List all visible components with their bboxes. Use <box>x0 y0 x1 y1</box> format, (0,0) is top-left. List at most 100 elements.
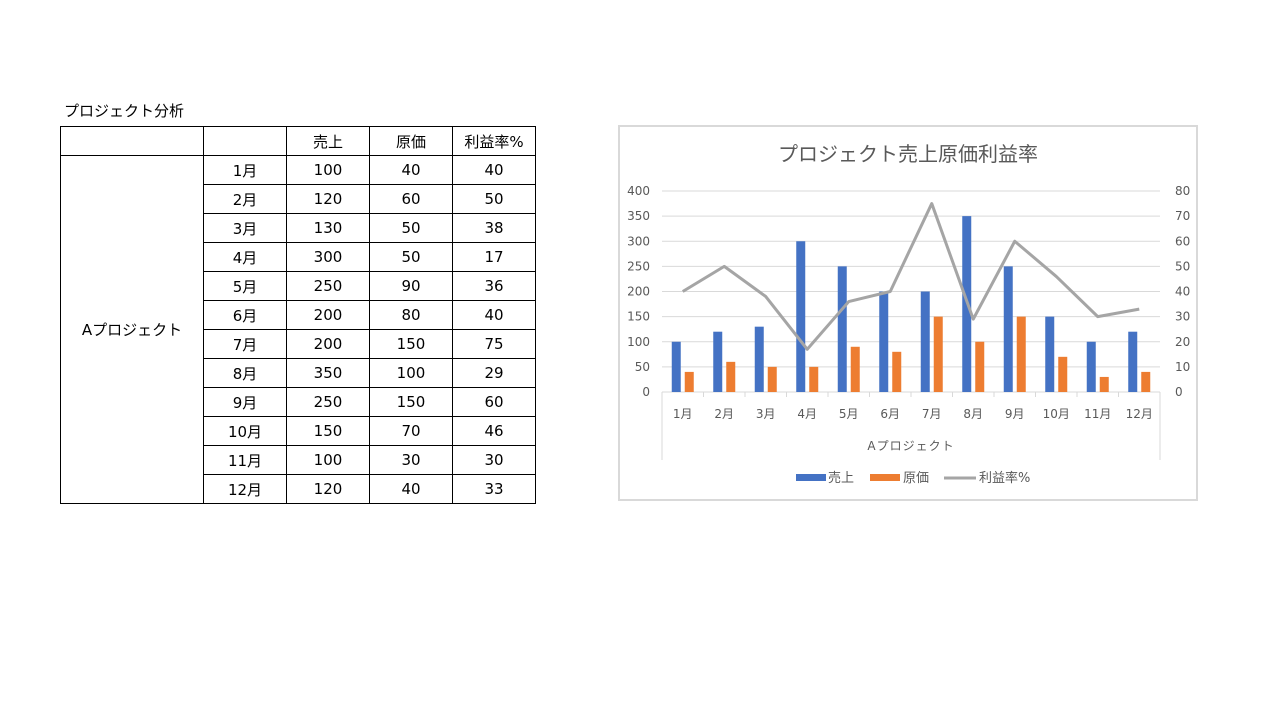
table-row: 3月 130 50 38 <box>61 213 536 243</box>
legend-swatch-cost <box>870 474 900 481</box>
cell-cost: 150 <box>369 387 453 417</box>
cell-cost: 100 <box>369 358 453 388</box>
chart-title: プロジェクト売上原価利益率 <box>778 142 1038 166</box>
cell-cost: 150 <box>369 329 453 359</box>
y-right-tick-label: 80 <box>1175 184 1190 198</box>
bar-sales <box>796 241 806 392</box>
cell-cost: 90 <box>369 271 453 301</box>
bar-sales <box>754 326 764 392</box>
table-row: Aプロジェクト 1月 100 40 40 <box>60 155 536 504</box>
bar-cost <box>933 316 943 392</box>
bar-sales <box>879 291 889 392</box>
header-cell <box>60 126 204 156</box>
table-row: 5月 250 90 36 <box>61 271 536 301</box>
cell-sales: 200 <box>286 300 370 330</box>
x-tick-label: 2月 <box>714 407 734 421</box>
cell-cost: 50 <box>369 242 453 272</box>
bar-sales <box>1045 316 1055 392</box>
cell-month: 5月 <box>203 271 287 301</box>
cell-cost: 50 <box>369 213 453 243</box>
data-table: 売上 原価 利益率% Aプロジェクト 1月 100 40 40 2月 120 60 50 3月 130 50… <box>60 126 536 504</box>
cell-month: 6月 <box>203 300 287 330</box>
y-right-tick-label: 60 <box>1175 234 1190 248</box>
y-left-tick-label: 100 <box>627 335 650 349</box>
cell-sales: 350 <box>286 358 370 388</box>
bar-cost <box>850 346 860 392</box>
cell-margin: 17 <box>452 242 536 272</box>
table-row: 9月 250 150 60 <box>61 387 536 417</box>
bar-sales <box>837 266 847 392</box>
table-row: 6月 200 80 40 <box>61 300 536 330</box>
bar-sales <box>713 331 723 392</box>
cell-sales: 250 <box>286 387 370 417</box>
cell-margin: 75 <box>452 329 536 359</box>
cell-margin: 46 <box>452 416 536 446</box>
y-right-tick-label: 0 <box>1175 385 1183 399</box>
bar-cost <box>1099 376 1109 392</box>
x-tick-label: 11月 <box>1084 407 1111 421</box>
x-tick-label: 7月 <box>922 407 942 421</box>
y-right-tick-label: 40 <box>1175 285 1190 299</box>
cell-margin: 29 <box>452 358 536 388</box>
cell-sales: 100 <box>286 445 370 475</box>
table-header-row: 売上 原価 利益率% <box>60 126 536 156</box>
cell-month: 7月 <box>203 329 287 359</box>
y-left-tick-label: 350 <box>627 209 650 223</box>
y-right-tick-label: 30 <box>1175 310 1190 324</box>
cell-margin: 60 <box>452 387 536 417</box>
cell-month: 4月 <box>203 242 287 272</box>
header-cell <box>203 126 287 156</box>
cell-month: 9月 <box>203 387 287 417</box>
y-left-tick-label: 0 <box>642 385 650 399</box>
cell-sales: 200 <box>286 329 370 359</box>
chart-container[interactable]: プロジェクト売上原価利益率 0 50 100 150 200 250 300 350 400 0 10… <box>618 125 1198 501</box>
cell-margin: 30 <box>452 445 536 475</box>
table-row: 7月 200 150 75 <box>61 329 536 359</box>
cell-sales: 120 <box>286 184 370 214</box>
bar-cost <box>975 341 985 392</box>
cell-sales: 100 <box>286 155 370 185</box>
cell-sales: 120 <box>286 474 370 504</box>
cell-margin: 40 <box>452 300 536 330</box>
table-row: 8月 350 100 29 <box>61 358 536 388</box>
bar-sales <box>1086 341 1096 392</box>
bar-cost <box>809 366 819 392</box>
bar-cost <box>726 361 736 392</box>
bar-sales <box>1003 266 1013 392</box>
y-left-tick-label: 300 <box>627 234 650 248</box>
y-right-tick-label: 50 <box>1175 259 1190 273</box>
cell-cost: 80 <box>369 300 453 330</box>
legend-label-cost: 原価 <box>903 471 929 486</box>
x-tick-label: 5月 <box>839 407 859 421</box>
y-left-tick-label: 200 <box>627 285 650 299</box>
bar-sales <box>671 341 681 392</box>
cell-sales: 130 <box>286 213 370 243</box>
cell-month: 10月 <box>203 416 287 446</box>
bar-cost <box>767 366 777 392</box>
cell-month: 12月 <box>203 474 287 504</box>
bar-cost <box>1141 371 1151 392</box>
cell-sales: 300 <box>286 242 370 272</box>
cell-month: 8月 <box>203 358 287 388</box>
cell-month: 11月 <box>203 445 287 475</box>
x-group-label: Aプロジェクト <box>867 439 954 453</box>
header-cell: 利益率% <box>452 126 536 156</box>
x-tick-label: 3月 <box>756 407 776 421</box>
cell-margin: 33 <box>452 474 536 504</box>
y-right-tick-label: 20 <box>1175 335 1190 349</box>
cell-cost: 60 <box>369 184 453 214</box>
cell-cost: 40 <box>369 155 453 185</box>
combo-chart: プロジェクト売上原価利益率 0 50 100 150 200 250 300 350 400 0 10… <box>627 142 1190 486</box>
y-left-tick-label: 50 <box>635 360 650 374</box>
cell-margin: 40 <box>452 155 536 185</box>
header-cell: 売上 <box>286 126 370 156</box>
y-left-tick-label: 250 <box>627 259 650 273</box>
cell-margin: 50 <box>452 184 536 214</box>
bar-cost <box>684 371 694 392</box>
bar-cost <box>1058 356 1068 392</box>
cell-margin: 36 <box>452 271 536 301</box>
cell-month: 2月 <box>203 184 287 214</box>
cell-cost: 30 <box>369 445 453 475</box>
bar-cost <box>892 351 902 392</box>
x-tick-label: 9月 <box>1005 407 1025 421</box>
